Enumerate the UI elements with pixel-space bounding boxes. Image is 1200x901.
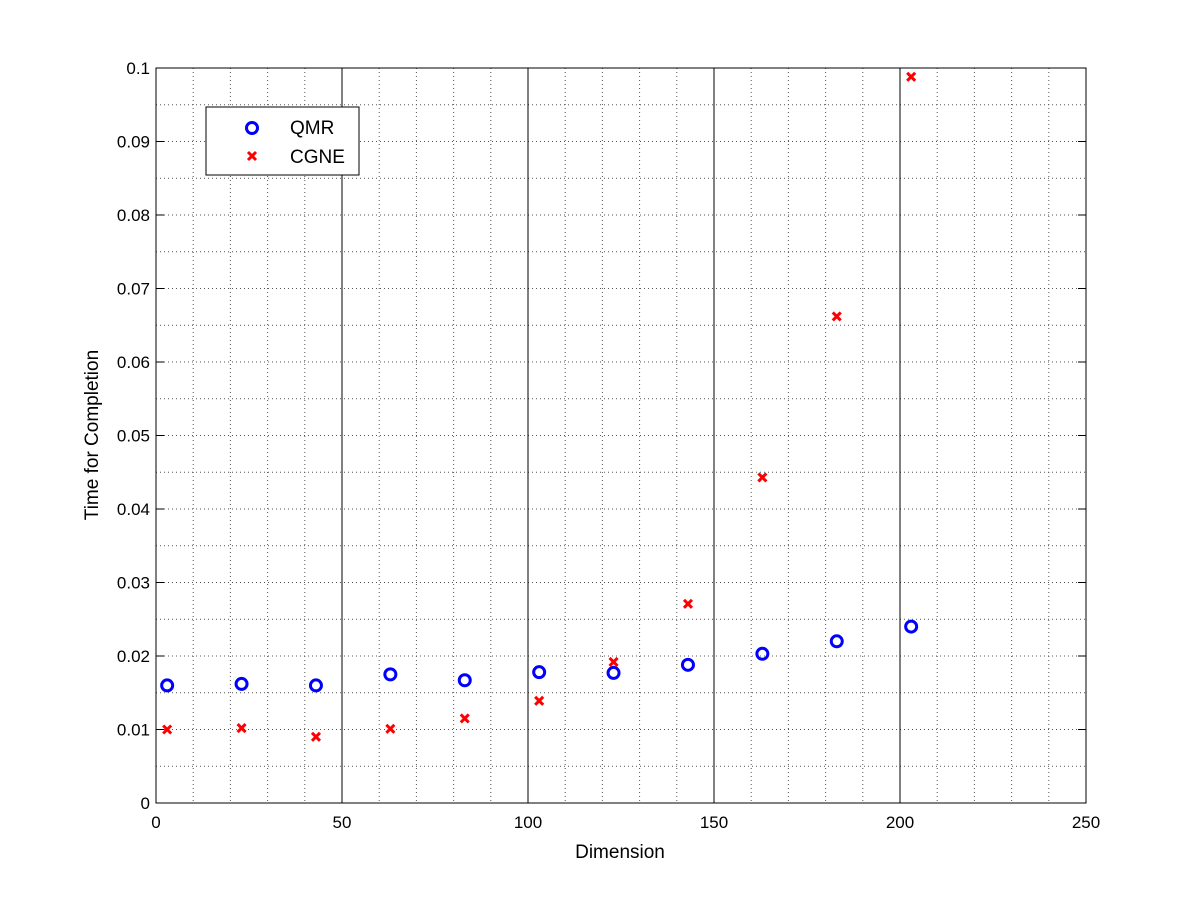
x-axis-label: Dimension [575,842,665,863]
point-cgne [682,598,694,609]
point-cgne [310,731,322,742]
legend: QMR CGNE [205,106,360,176]
legend-box [205,106,360,176]
point-qmr [308,678,323,693]
y-tick-label: 0 [141,794,150,813]
data-points [160,71,919,742]
x-tick-label: 250 [1072,813,1100,832]
x-tick-label: 100 [514,813,542,832]
point-cgne [757,472,768,483]
legend-label-qmr: QMR [290,118,334,139]
y-tick-label: 0.06 [117,353,150,372]
point-cgne [608,656,619,667]
y-tick-label: 0.01 [117,721,150,740]
x-tick-label: 0 [151,813,160,832]
y-axis-label: Time for Completion [82,350,103,520]
major-grid [341,68,901,803]
legend-label-cgne: CGNE [290,147,345,168]
x-tick-labels: 0 50 100 150 200 250 [151,813,1100,832]
point-qmr [234,676,249,691]
x-tick-label: 150 [700,813,728,832]
point-qmr [904,619,919,634]
y-tick-label: 0.1 [126,59,150,78]
point-qmr [680,657,695,672]
point-qmr [383,667,398,682]
y-tick-label: 0.09 [117,133,150,152]
point-qmr [160,678,175,693]
y-tick-label: 0.07 [117,280,150,299]
point-qmr [829,634,844,649]
point-cgne [385,723,396,734]
point-qmr [457,673,472,688]
x-tick-label: 200 [886,813,914,832]
point-cgne [831,311,842,322]
minor-grid [156,68,1086,803]
point-cgne [534,695,545,706]
y-tick-label: 0.02 [117,647,150,666]
point-cgne [162,724,173,735]
point-cgne [459,713,470,724]
point-qmr [532,665,547,680]
y-tick-label: 0.04 [117,500,150,519]
axis-ticks [155,67,1087,804]
x-tick-label: 50 [333,813,352,832]
point-qmr [606,665,621,680]
legend-marker-qmr [245,121,259,135]
point-qmr [755,646,770,661]
y-tick-label: 0.03 [117,574,150,593]
legend-marker-cgne [246,150,258,162]
point-cgne [906,71,917,82]
point-cgne [236,722,247,734]
y-tick-label: 0.05 [117,427,150,446]
y-tick-labels: 0 0.01 0.02 0.03 0.04 0.05 0.06 0.07 0.08 0.09 0.1 [117,59,150,813]
y-tick-label: 0.08 [117,206,150,225]
